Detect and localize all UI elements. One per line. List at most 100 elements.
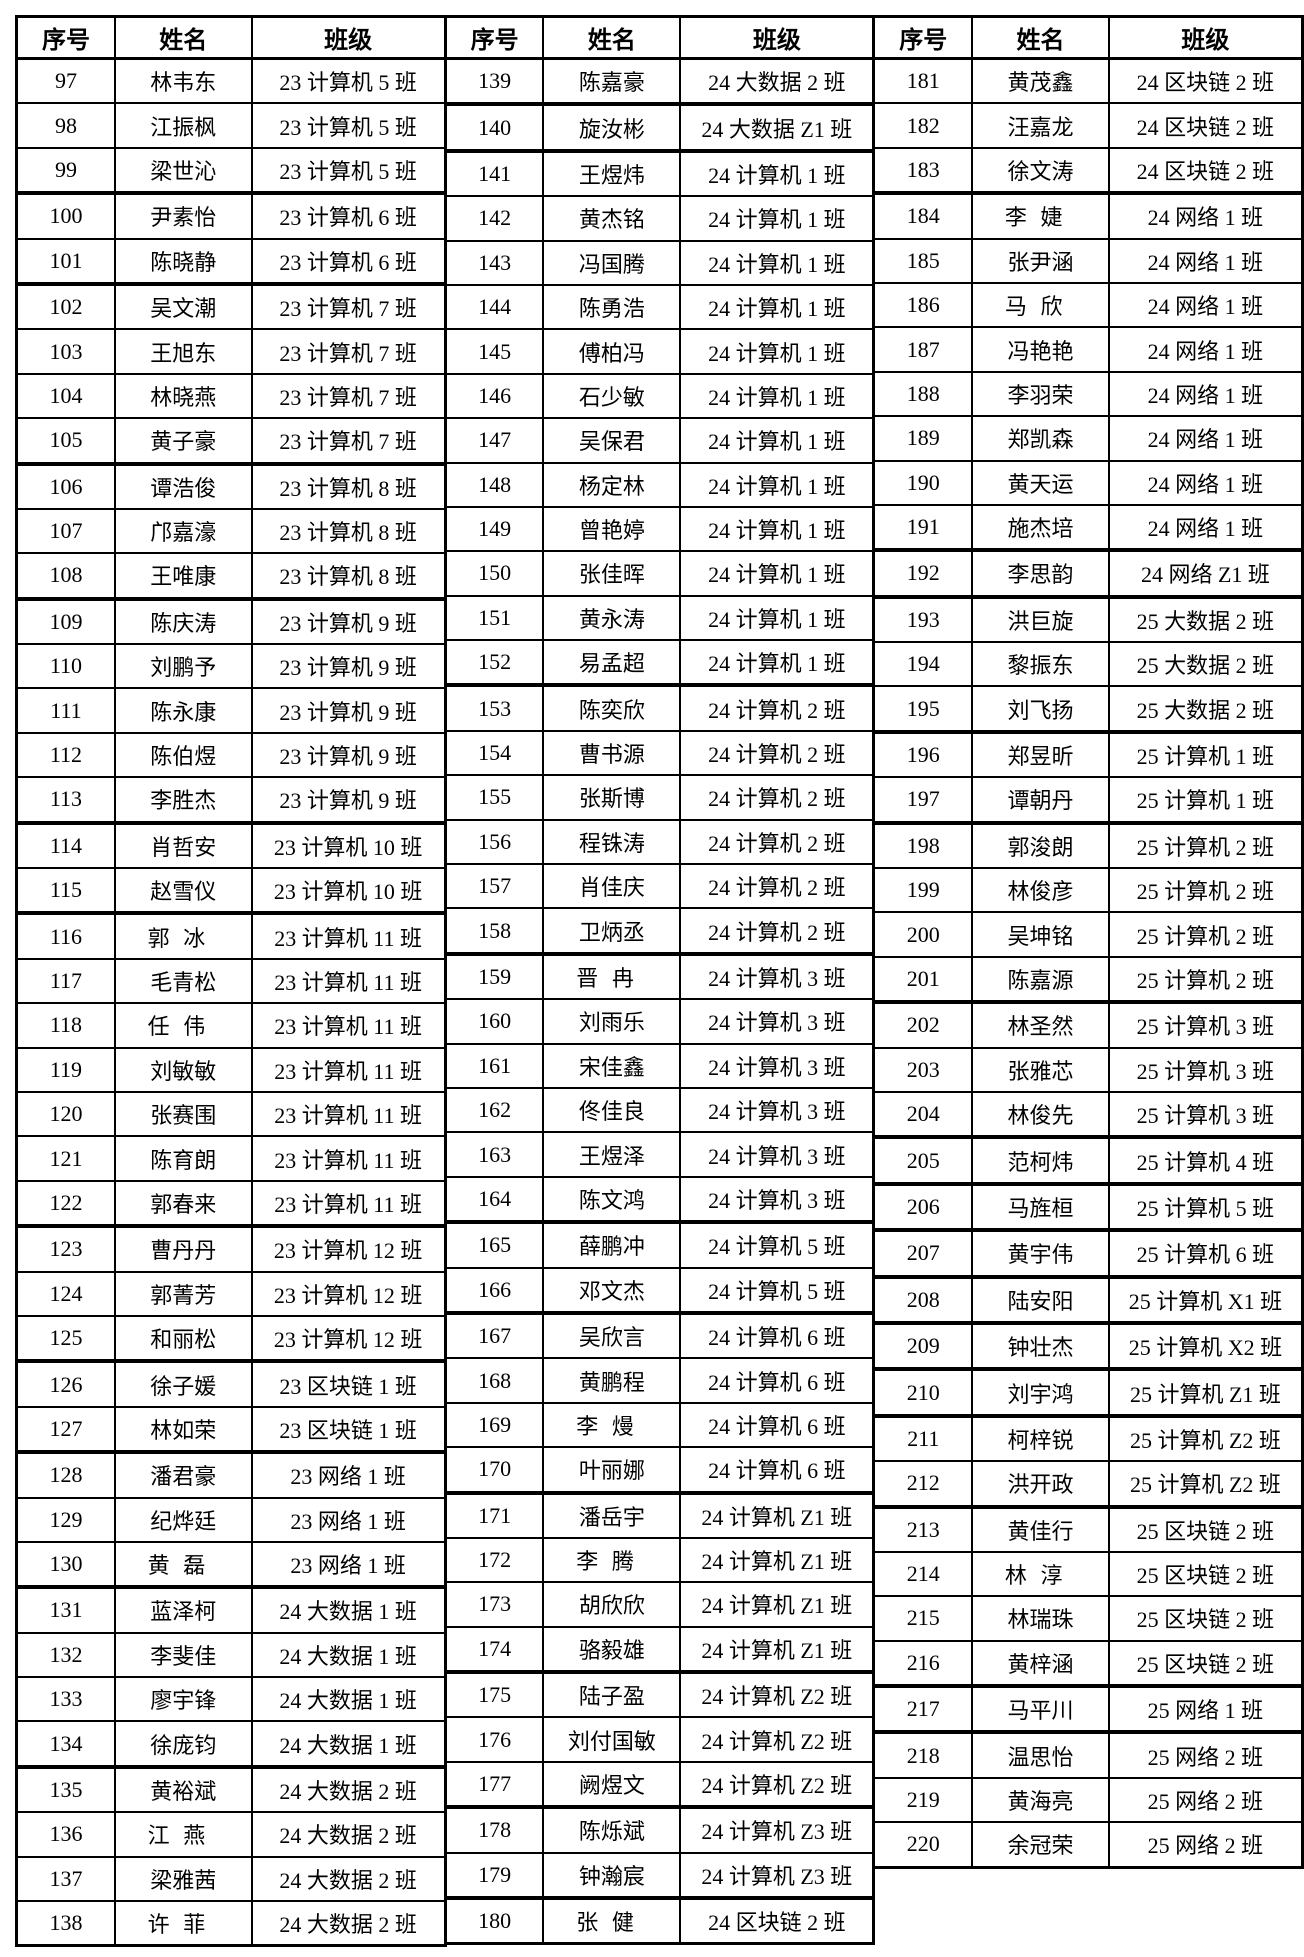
class-cell: 24 计算机 6 班 [679, 1357, 875, 1404]
name-cell: 陆安阳 [971, 1274, 1110, 1324]
roster-row: 157 肖佳庆 24 计算机 2 班 [444, 863, 875, 910]
serial-cell: 203 [872, 1046, 974, 1093]
class-cell: 24 计算机 1 班 [679, 283, 875, 331]
name-cell: 钟瀚宸 [542, 1851, 682, 1900]
serial-cell: 135 [15, 1764, 116, 1814]
class-cell: 23 计算机 8 班 [250, 507, 447, 555]
roster-row: 112 陈伯煜 23 计算机 9 班 [15, 731, 447, 779]
class-cell: 24 计算机 Z2 班 [679, 1670, 875, 1719]
roster-row: 188 李羽荣 24 网络 1 班 [872, 370, 1304, 418]
name-cell: 宋佳鑫 [542, 1042, 682, 1089]
name-cell: 刘宇鸿 [971, 1367, 1110, 1417]
serial-cell: 143 [444, 239, 545, 286]
class-cell: 23 网络 1 班 [250, 1496, 447, 1543]
roster-row: 220 余冠荣 25 网络 2 班 [872, 1821, 1304, 1869]
name-cell: 李斐佳 [113, 1631, 253, 1679]
name-cell: 杨定林 [542, 461, 682, 508]
roster-row: 111 陈永康 23 计算机 9 班 [15, 687, 447, 734]
serial-cell: 182 [872, 102, 974, 149]
roster-row: 109 陈庆涛 23 计算机 9 班 [15, 596, 447, 646]
name-cell: 张佳晖 [542, 550, 682, 597]
name-cell: 郭春来 [113, 1179, 253, 1228]
serial-cell: 196 [872, 729, 974, 779]
serial-cell: 153 [444, 683, 545, 732]
class-cell: 23 计算机 12 班 [250, 1314, 447, 1363]
name-cell: 谭浩俊 [113, 461, 253, 510]
serial-cell: 101 [15, 237, 116, 285]
serial-cell: 118 [15, 1002, 116, 1049]
roster-row: 173 胡欣欣 24 计算机 Z1 班 [444, 1581, 875, 1628]
serial-cell: 100 [15, 191, 116, 240]
serial-cell: 104 [15, 372, 116, 420]
class-cell: 24 计算机 2 班 [679, 863, 875, 910]
name-cell: 施杰培 [971, 503, 1110, 552]
name-cell: 黄裕斌 [113, 1764, 253, 1814]
roster-row: 138 许菲 24 大数据 2 班 [15, 1900, 447, 1947]
roster-row: 125 和丽松 23 计算机 12 班 [15, 1314, 447, 1363]
class-cell: 23 计算机 12 班 [250, 1224, 447, 1273]
roster-row: 107 邝嘉濠 23 计算机 8 班 [15, 507, 447, 555]
roster-row: 160 刘雨乐 24 计算机 3 班 [444, 998, 875, 1045]
roster-row: 180 张健 24 区块链 2 班 [444, 1896, 875, 1945]
roster-row: 191 施杰培 24 网络 1 班 [872, 503, 1304, 552]
serial-cell: 181 [872, 57, 974, 105]
name-cell: 李羽荣 [971, 370, 1110, 418]
roster-row: 179 钟瀚宸 24 计算机 Z3 班 [444, 1851, 875, 1900]
name-cell: 徐庞钧 [113, 1720, 253, 1768]
name-cell: 廖宇锋 [113, 1676, 253, 1723]
roster-row: 99 梁世沁 23 计算机 5 班 [15, 146, 447, 195]
class-cell: 24 计算机 Z3 班 [679, 1805, 875, 1854]
roster-row: 217 马平川 25 网络 1 班 [872, 1684, 1304, 1734]
name-cell: 潘岳宇 [542, 1490, 682, 1539]
class-cell: 25 计算机 5 班 [1107, 1181, 1304, 1232]
roster-row: 177 阙煜文 24 计算机 Z2 班 [444, 1760, 875, 1809]
name-cell: 肖哲安 [113, 820, 253, 870]
name-cell: 黎振东 [971, 641, 1110, 688]
serial-cell: 161 [444, 1042, 545, 1089]
roster-row: 212 洪开政 25 计算机 Z2 班 [872, 1460, 1304, 1508]
roster-row: 196 郑昱昕 25 计算机 1 班 [872, 729, 1304, 779]
class-cell: 23 网络 1 班 [250, 1540, 447, 1589]
roster-row: 118 任伟 23 计算机 11 班 [15, 1002, 447, 1049]
name-cell: 黄宇伟 [971, 1228, 1110, 1278]
name-cell: 柯梓锐 [971, 1413, 1110, 1463]
serial-cell: 192 [872, 548, 974, 598]
name-cell: 晋冉 [542, 951, 682, 1001]
serial-cell: 191 [872, 503, 974, 552]
roster-row: 104 林晓燕 23 计算机 7 班 [15, 372, 447, 420]
class-cell: 24 大数据 Z1 班 [679, 102, 875, 152]
serial-cell: 138 [15, 1900, 116, 1947]
roster-row: 120 张赛围 23 计算机 11 班 [15, 1090, 447, 1138]
name-cell: 叶丽娜 [542, 1446, 682, 1494]
roster-row: 127 林如荣 23 区块链 1 班 [15, 1405, 447, 1454]
class-cell: 23 计算机 5 班 [250, 102, 447, 149]
class-cell: 24 大数据 1 班 [250, 1585, 447, 1634]
name-cell: 毛青松 [113, 957, 253, 1005]
roster-row: 174 骆毅雄 24 计算机 Z1 班 [444, 1625, 875, 1674]
class-cell: 24 网络 1 班 [1107, 191, 1304, 240]
serial-cell: 112 [15, 731, 116, 779]
roster-row: 146 石少敏 24 计算机 1 班 [444, 372, 875, 420]
name-cell: 洪巨旋 [971, 594, 1110, 644]
name-cell: 梁世沁 [113, 146, 253, 195]
class-cell: 23 计算机 11 班 [250, 1002, 447, 1049]
class-cell: 23 计算机 7 班 [250, 417, 447, 465]
serial-cell: 215 [872, 1595, 974, 1642]
serial-cell: 134 [15, 1720, 116, 1768]
name-cell: 王旭东 [113, 328, 253, 375]
class-cell: 24 计算机 5 班 [679, 1266, 875, 1314]
serial-cell: 123 [15, 1224, 116, 1273]
serial-cell: 107 [15, 507, 116, 555]
class-cell: 23 计算机 7 班 [250, 372, 447, 420]
class-cell: 24 计算机 Z2 班 [679, 1760, 875, 1809]
roster-row: 205 范柯炜 25 计算机 4 班 [872, 1135, 1304, 1185]
name-cell: 胡欣欣 [542, 1581, 682, 1628]
serial-cell: 171 [444, 1490, 545, 1539]
name-cell: 陈晓静 [113, 237, 253, 285]
class-cell: 24 计算机 1 班 [679, 239, 875, 286]
class-cell: 24 计算机 3 班 [679, 1086, 875, 1134]
roster-row: 108 王唯康 23 计算机 8 班 [15, 552, 447, 600]
name-cell: 钟壮杰 [971, 1320, 1110, 1371]
serial-cell: 97 [15, 57, 116, 105]
